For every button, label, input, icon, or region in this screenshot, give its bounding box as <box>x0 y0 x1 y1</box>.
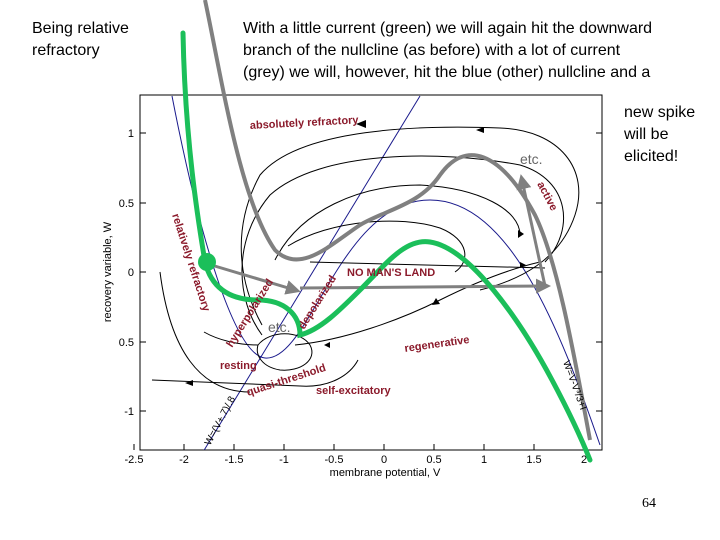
x-axis <box>133 444 585 450</box>
green-trajectory <box>180 30 593 463</box>
x-tick-label: -1.5 <box>225 454 244 466</box>
x-tick-label: 1.5 <box>526 454 541 466</box>
start-point <box>198 253 216 271</box>
w-nullcline <box>203 95 421 450</box>
x-tick-label: 1 <box>481 454 487 466</box>
x-tick-label: -0.5 <box>325 454 344 466</box>
top-caption-line-3: (grey) we will, however, hit the blue (o… <box>243 64 651 81</box>
etc-bottom-label: etc. <box>268 319 291 335</box>
no-mans-land-label: NO MAN'S LAND <box>347 267 435 279</box>
absolutely-refractory-label: absolutely refractory <box>250 114 360 132</box>
x-tick-label: 0 <box>381 454 387 466</box>
x-tick-label: 2 <box>581 454 587 466</box>
y-tick-label: 0 <box>128 267 134 279</box>
y-tick-label: -1 <box>124 406 134 418</box>
x-tick-label: -1 <box>279 454 289 466</box>
hyperpolarized-label: hyperpolarized <box>224 277 276 350</box>
top-caption-line-1: With a little current (green) we will ag… <box>243 20 653 37</box>
w-nullcline-label: W=(V+.7)/.8 <box>203 394 238 447</box>
top-caption-line-2: branch of the nullcline (as before) with… <box>243 42 621 59</box>
grey-trajectory <box>203 0 592 441</box>
x-tick-label: -2 <box>179 454 189 466</box>
y-tick-label: 0.5 <box>119 337 134 349</box>
y-axis <box>140 132 602 412</box>
depolarized-label: depolarized <box>296 273 339 331</box>
top-caption: With a little current (green) we will ag… <box>243 18 713 84</box>
right-caption: new spike will be elicited! <box>624 104 696 165</box>
left-caption: Being relative refractory <box>32 20 129 59</box>
resting-label: resting <box>220 360 257 372</box>
etc-top-label: etc. <box>520 151 543 167</box>
trajectory-arrows <box>185 120 526 386</box>
active-label: active <box>534 180 559 213</box>
y-tick-label: 0.5 <box>119 198 134 210</box>
trajectory-field <box>151 126 580 393</box>
page-number: 64 <box>642 496 656 511</box>
y-axis-title: recovery variable, W <box>102 221 114 322</box>
regenerative-label: regenerative <box>404 334 470 355</box>
x-tick-label: 0.5 <box>426 454 441 466</box>
x-tick-label: -2.5 <box>125 454 144 466</box>
v-nullcline <box>171 95 601 446</box>
self-excitatory-label: self-excitatory <box>316 385 391 397</box>
x-axis-title: membrane potential, V <box>330 467 441 479</box>
y-tick-label: 1 <box>128 128 134 140</box>
